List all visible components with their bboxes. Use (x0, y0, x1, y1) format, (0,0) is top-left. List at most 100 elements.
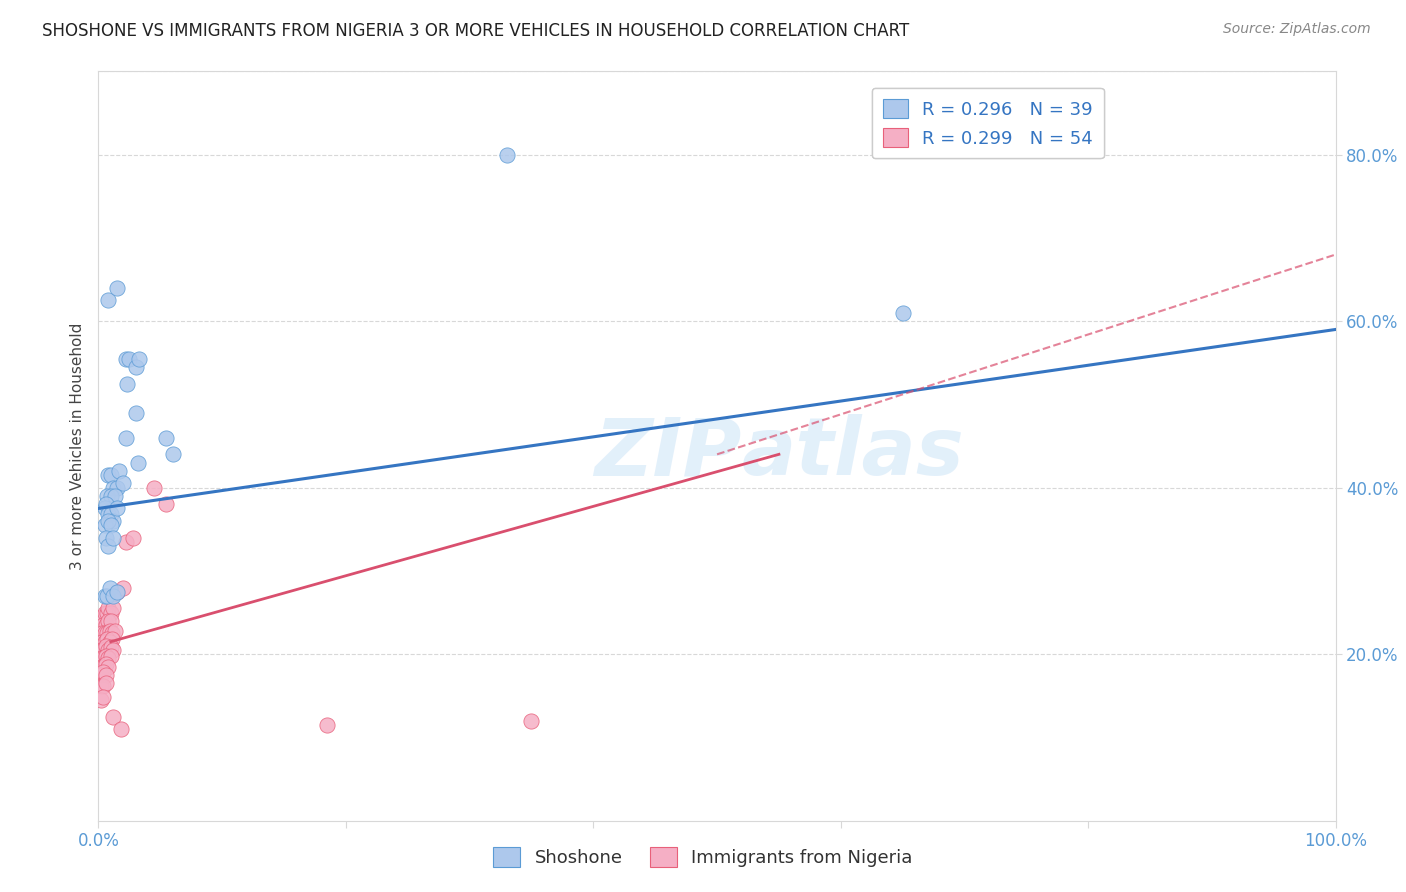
Point (90, 651, 112, 665)
Legend: Shoshone, Immigrants from Nigeria: Shoshone, Immigrants from Nigeria (484, 838, 922, 876)
Point (93, 643, 115, 657)
Point (97, 659, 120, 673)
Point (118, 351, 141, 366)
Point (103, 601, 125, 615)
Point (100, 518, 122, 533)
Point (105, 481, 128, 495)
Text: atlas: atlas (742, 415, 965, 492)
Point (103, 643, 125, 657)
Point (93, 518, 115, 533)
Point (127, 456, 149, 470)
Point (105, 281, 128, 295)
Point (94, 657, 117, 672)
Point (93, 589, 115, 603)
Point (96, 626, 118, 640)
Point (124, 359, 146, 374)
Point (103, 489, 125, 503)
Text: ZIP: ZIP (595, 415, 742, 492)
Point (98, 581, 121, 595)
Point (90, 643, 112, 657)
Point (97, 601, 120, 615)
Point (91, 634, 114, 648)
Point (155, 497, 177, 511)
Point (94, 639, 117, 653)
Point (100, 606, 122, 620)
Text: Source: ZipAtlas.com: Source: ZipAtlas.com (1223, 22, 1371, 37)
Point (97, 651, 120, 665)
Point (93, 626, 115, 640)
Point (91, 626, 114, 640)
Point (891, 306, 914, 320)
Point (94, 648, 117, 663)
Point (93, 501, 115, 516)
Text: SHOSHONE VS IMMIGRANTS FROM NIGERIA 3 OR MORE VEHICLES IN HOUSEHOLD CORRELATION : SHOSHONE VS IMMIGRANTS FROM NIGERIA 3 OR… (42, 22, 910, 40)
Point (96, 632, 118, 647)
Point (90, 693, 112, 707)
Point (103, 514, 125, 528)
Point (103, 531, 125, 545)
Point (93, 651, 115, 665)
Point (96, 489, 118, 503)
Point (101, 632, 124, 647)
Point (98, 634, 121, 648)
Point (105, 584, 128, 599)
Point (100, 640, 122, 655)
Point (143, 481, 166, 495)
Point (90, 668, 112, 682)
Point (495, 147, 517, 161)
Point (93, 634, 115, 648)
Point (97, 293, 120, 308)
Point (97, 468, 120, 483)
Point (97, 643, 120, 657)
Point (110, 722, 132, 736)
Point (114, 431, 136, 445)
Point (114, 534, 136, 549)
Point (128, 351, 150, 366)
Point (100, 468, 122, 483)
Point (93, 690, 115, 705)
Point (105, 584, 128, 599)
Point (115, 376, 138, 391)
Point (96, 606, 118, 620)
Point (100, 508, 122, 522)
Point (94, 497, 117, 511)
Point (124, 406, 146, 420)
Point (93, 618, 115, 632)
Point (103, 589, 125, 603)
Point (316, 718, 339, 732)
Point (100, 614, 122, 628)
Point (97, 539, 120, 553)
Point (93, 659, 115, 673)
Point (155, 431, 177, 445)
Point (90, 679, 112, 693)
Point (103, 624, 125, 638)
Point (101, 626, 124, 640)
Point (122, 531, 145, 545)
Point (108, 464, 131, 478)
Point (90, 659, 112, 673)
Legend: R = 0.296   N = 39, R = 0.299   N = 54: R = 0.296 N = 39, R = 0.299 N = 54 (872, 88, 1104, 159)
Point (105, 501, 128, 516)
Point (103, 709, 125, 723)
Point (97, 514, 120, 528)
Point (94, 618, 117, 632)
Point (162, 447, 184, 461)
Point (94, 531, 117, 545)
Point (114, 351, 136, 366)
Point (98, 624, 121, 638)
Point (97, 614, 120, 628)
Point (103, 481, 125, 495)
Point (96, 589, 118, 603)
Point (93, 665, 115, 680)
Point (94, 676, 117, 690)
Point (94, 668, 117, 682)
Point (100, 648, 122, 663)
Point (91, 609, 114, 624)
Point (97, 508, 120, 522)
Point (93, 679, 115, 693)
Y-axis label: 3 or more Vehicles in Household: 3 or more Vehicles in Household (69, 322, 84, 570)
Point (93, 606, 115, 620)
Point (112, 581, 135, 595)
Point (112, 476, 135, 491)
Point (100, 489, 122, 503)
